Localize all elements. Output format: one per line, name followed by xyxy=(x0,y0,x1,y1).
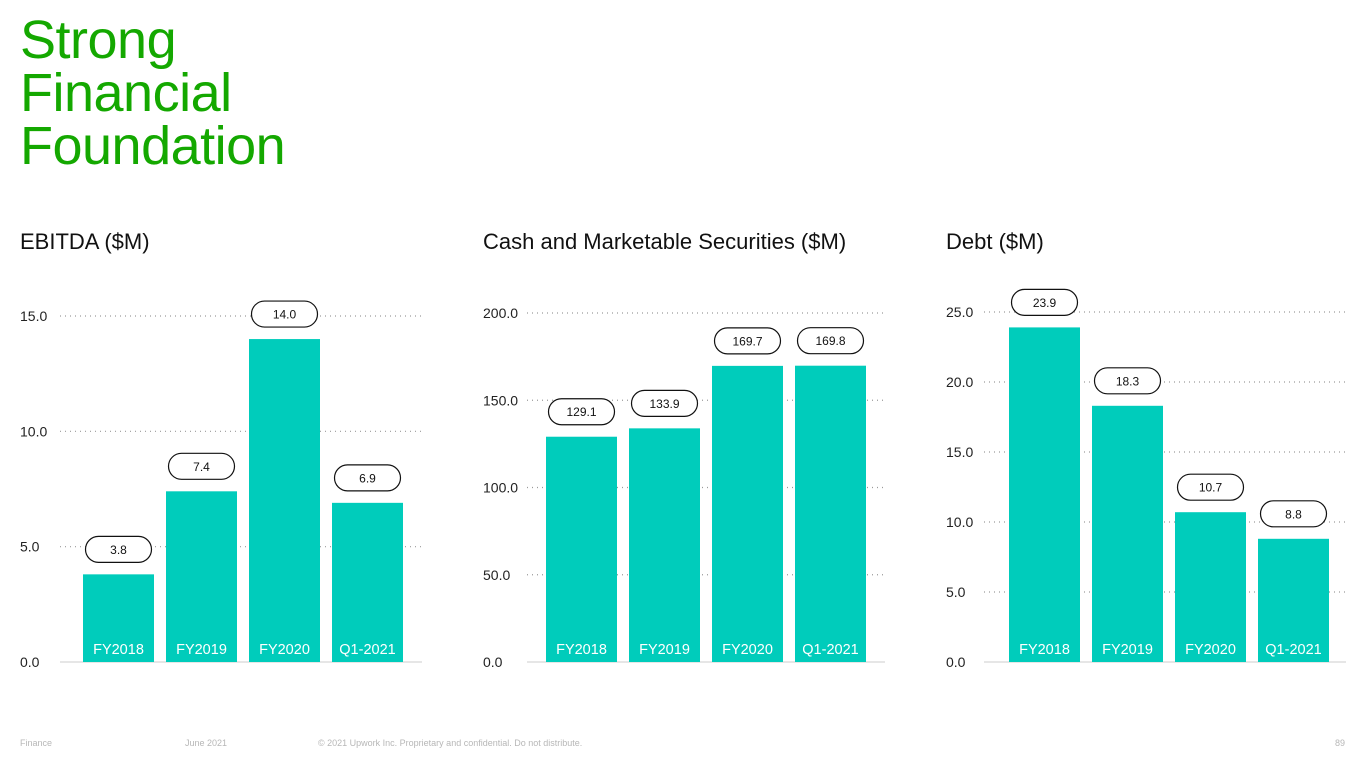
y-tick-label: 25.0 xyxy=(946,304,973,320)
value-label: 7.4 xyxy=(193,460,210,474)
y-tick-label: 150.0 xyxy=(483,392,518,408)
x-category-label: FY2020 xyxy=(259,642,310,658)
chart-title-cash: Cash and Marketable Securities ($M) xyxy=(483,229,847,254)
value-pill xyxy=(713,327,782,355)
y-tick-label: 100.0 xyxy=(483,480,518,496)
ebitda-bar-chart: 0.0 5.0 10.0 15.0 FY2018 3.8 FY2019 7.4 FY2020 14… xyxy=(20,300,422,670)
bar xyxy=(629,428,700,662)
x-category-label: FY2018 xyxy=(93,642,144,658)
title-line: Strong xyxy=(20,10,177,70)
value-label: 10.7 xyxy=(1199,481,1223,495)
bar xyxy=(249,339,320,662)
y-tick-label: 15.0 xyxy=(20,308,47,324)
page-title: Strong Financial Foundation xyxy=(20,10,286,176)
value-pill xyxy=(547,398,616,426)
value-pill xyxy=(1093,367,1162,395)
x-category-label: FY2018 xyxy=(556,642,607,658)
bar xyxy=(795,365,866,662)
x-category-label: FY2020 xyxy=(1185,642,1236,658)
value-label: 8.8 xyxy=(1285,507,1302,521)
value-pill xyxy=(1176,473,1245,501)
y-tick-label: 5.0 xyxy=(20,539,40,555)
value-label: 169.8 xyxy=(815,334,845,348)
title-line: Foundation xyxy=(20,116,286,176)
y-tick-label: 10.0 xyxy=(946,514,973,530)
x-category-label: FY2018 xyxy=(1019,642,1070,658)
x-category-label: FY2019 xyxy=(176,642,227,658)
bar xyxy=(546,436,617,662)
value-pill xyxy=(250,300,319,328)
chart-title-ebitda: EBITDA ($M) xyxy=(20,229,150,254)
x-category-label: FY2020 xyxy=(722,642,773,658)
x-category-label: FY2019 xyxy=(639,642,690,658)
value-label: 6.9 xyxy=(359,471,376,485)
value-pill xyxy=(333,464,402,492)
footer-section: Finance xyxy=(20,738,53,748)
footer-page-number: 89 xyxy=(1335,738,1346,748)
y-tick-label: 0.0 xyxy=(20,654,40,670)
footer-date: June 2021 xyxy=(185,738,228,748)
value-pill xyxy=(84,535,153,563)
value-pill xyxy=(167,452,236,480)
value-label: 3.8 xyxy=(110,543,127,557)
bar xyxy=(166,491,237,662)
y-tick-label: 50.0 xyxy=(483,567,510,583)
value-pill xyxy=(1259,500,1328,528)
y-tick-label: 200.0 xyxy=(483,305,518,321)
x-category-label: Q1-2021 xyxy=(339,642,395,658)
x-category-label: Q1-2021 xyxy=(1265,642,1321,658)
y-tick-label: 0.0 xyxy=(483,654,503,670)
bar xyxy=(83,574,154,662)
value-label: 129.1 xyxy=(566,405,596,419)
value-label: 169.7 xyxy=(732,334,762,348)
value-label: 14.0 xyxy=(273,308,297,322)
title-line: Financial xyxy=(20,63,232,123)
bar xyxy=(1092,405,1163,662)
value-label: 18.3 xyxy=(1116,374,1140,388)
value-pill xyxy=(1010,288,1079,317)
chart-title-debt: Debt ($M) xyxy=(946,229,1044,254)
footer-copyright: © 2021 Upwork Inc. Proprietary and confi… xyxy=(318,738,583,748)
bar xyxy=(1258,538,1329,662)
y-tick-label: 0.0 xyxy=(946,654,966,670)
value-label: 133.9 xyxy=(649,397,679,411)
x-category-label: Q1-2021 xyxy=(802,642,858,658)
y-tick-label: 15.0 xyxy=(946,444,973,460)
bar xyxy=(1175,512,1246,662)
y-tick-label: 20.0 xyxy=(946,374,973,390)
value-label: 23.9 xyxy=(1033,296,1057,310)
y-tick-label: 10.0 xyxy=(20,423,47,439)
bar xyxy=(1009,327,1080,662)
debt-bar-chart: 0.0 5.0 10.0 15.0 20.0 25.0 FY2018 23.9 FY2019 18… xyxy=(946,288,1346,670)
value-pill xyxy=(630,389,699,417)
x-category-label: FY2019 xyxy=(1102,642,1153,658)
y-tick-label: 5.0 xyxy=(946,584,966,600)
bar xyxy=(332,502,403,662)
bar xyxy=(712,365,783,662)
value-pill xyxy=(796,327,865,355)
cash-bar-chart: 0.0 50.0 100.0 150.0 200.0 FY2018 129.1 FY2019 1… xyxy=(483,305,885,670)
